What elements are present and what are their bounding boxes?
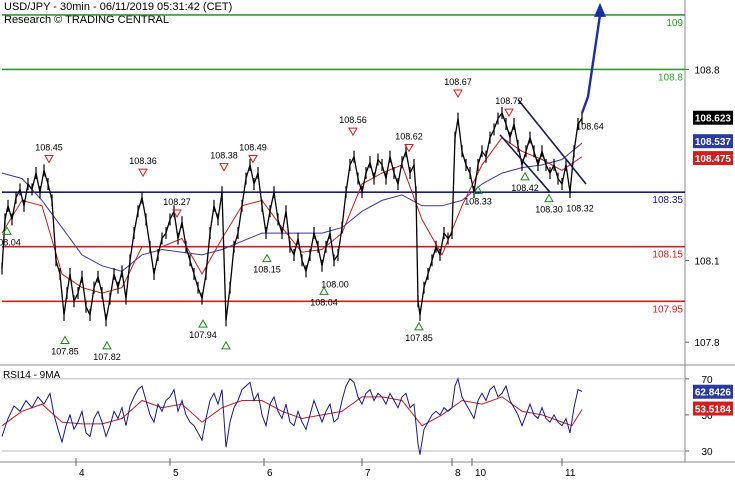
x-tick-label: 10 (475, 468, 487, 479)
ma-blue-line (1, 142, 583, 272)
rsi-tag-label: 53.5184 (695, 405, 732, 416)
swing-low-label: 108.42 (511, 183, 539, 193)
price-tag-box (693, 151, 733, 166)
price-tag-label: 108.537 (695, 137, 732, 148)
swing-low-label: 107.94 (189, 330, 217, 340)
swing-high-triangle (44, 154, 54, 164)
y-tick-label: 108.8 (694, 65, 719, 76)
channel-line (517, 98, 587, 185)
swing-low-triangle (102, 340, 112, 350)
x-tick-label: 5 (173, 468, 179, 479)
swing-high-label: 108.27 (163, 197, 191, 207)
chart-source: Research © TRADING CENTRAL (4, 14, 169, 26)
swing-high-label: 108.67 (444, 77, 472, 87)
swing-low-triangle (544, 193, 554, 203)
swing-high-triangle (219, 163, 229, 172)
price-annotation-label: 108.00 (321, 280, 349, 290)
level-label: 108.35 (652, 195, 683, 206)
swing-high-triangle (138, 168, 148, 178)
price-annotation-label: 108.32 (566, 203, 594, 213)
rsi-tag-label: 62.8426 (695, 388, 732, 399)
rsi-title: RSI14 - 9MA (3, 370, 61, 381)
chart-title: USD/JPY - 30min - 06/11/2019 05:31:42 (C… (4, 1, 233, 13)
price-tag-box (693, 110, 733, 125)
swing-low-label: 108.04 (0, 237, 21, 247)
rsi-y-tick-label: 70 (701, 375, 713, 386)
level-label: 108.15 (652, 250, 683, 261)
rsi-tag-box (693, 384, 733, 399)
swing-high-triangle (248, 154, 258, 164)
price-annotation-label: 108.64 (576, 121, 604, 131)
x-tick-label: 4 (79, 468, 85, 479)
swing-low-triangle (198, 319, 208, 328)
swing-high-label: 108.62 (395, 132, 423, 142)
swing-low-triangle (262, 253, 272, 263)
swing-high-label: 108.72 (495, 96, 523, 106)
ma-red-line (1, 136, 583, 294)
swing-low-triangle (221, 340, 231, 350)
swing-high-label: 108.36 (129, 156, 157, 166)
rsi-y-tick-label: 30 (701, 447, 713, 458)
swing-high-triangle (172, 209, 182, 219)
y-tick-label: 107.8 (694, 338, 719, 349)
swing-low-label: 107.85 (405, 333, 433, 343)
swing-low-triangle (319, 286, 329, 295)
swing-low-triangle (414, 321, 424, 331)
price-tag-label: 108.475 (695, 154, 732, 165)
swing-low-label: 107.82 (93, 352, 121, 362)
projection-arrow-line (580, 14, 602, 114)
y-tick-label: 108.1 (694, 256, 719, 267)
swing-high-triangle (504, 108, 514, 118)
rsi-y-tick-label: 50 (701, 411, 713, 422)
rsi-tag-box (693, 401, 733, 416)
swing-low-label: 108.15 (253, 265, 281, 275)
swing-low-triangle (60, 335, 70, 344)
swing-high-triangle (348, 127, 358, 137)
swing-low-triangle (2, 226, 12, 235)
swing-low-label: 108.30 (535, 205, 563, 215)
swing-low-triangle (520, 171, 530, 181)
level-label: 109 (666, 18, 683, 29)
x-tick-label: 7 (365, 468, 371, 479)
projection-arrowhead (594, 2, 606, 17)
swing-low-label: 107.85 (51, 346, 79, 356)
price-tag-label: 108.623 (695, 114, 732, 125)
level-label: 107.95 (652, 304, 683, 315)
channel-line (499, 134, 551, 193)
swing-high-triangle (404, 144, 414, 153)
price-tag-box (693, 134, 733, 149)
level-label: 108.8 (658, 72, 683, 83)
swing-low-triangle (473, 185, 483, 194)
swing-high-label: 108.56 (339, 115, 367, 125)
rsi-ma-line (1, 396, 583, 427)
swing-low-label: 108.04 (310, 297, 338, 307)
swing-high-triangle (453, 89, 463, 99)
x-tick-label: 11 (565, 468, 576, 479)
x-tick-label: 8 (455, 468, 461, 479)
swing-high-label: 108.38 (210, 151, 238, 161)
swing-low-label: 108.33 (464, 196, 492, 206)
swing-high-label: 108.49 (239, 142, 267, 152)
rsi-line (1, 377, 583, 455)
x-tick-label: 6 (267, 468, 273, 479)
swing-high-label: 108.45 (35, 142, 63, 152)
